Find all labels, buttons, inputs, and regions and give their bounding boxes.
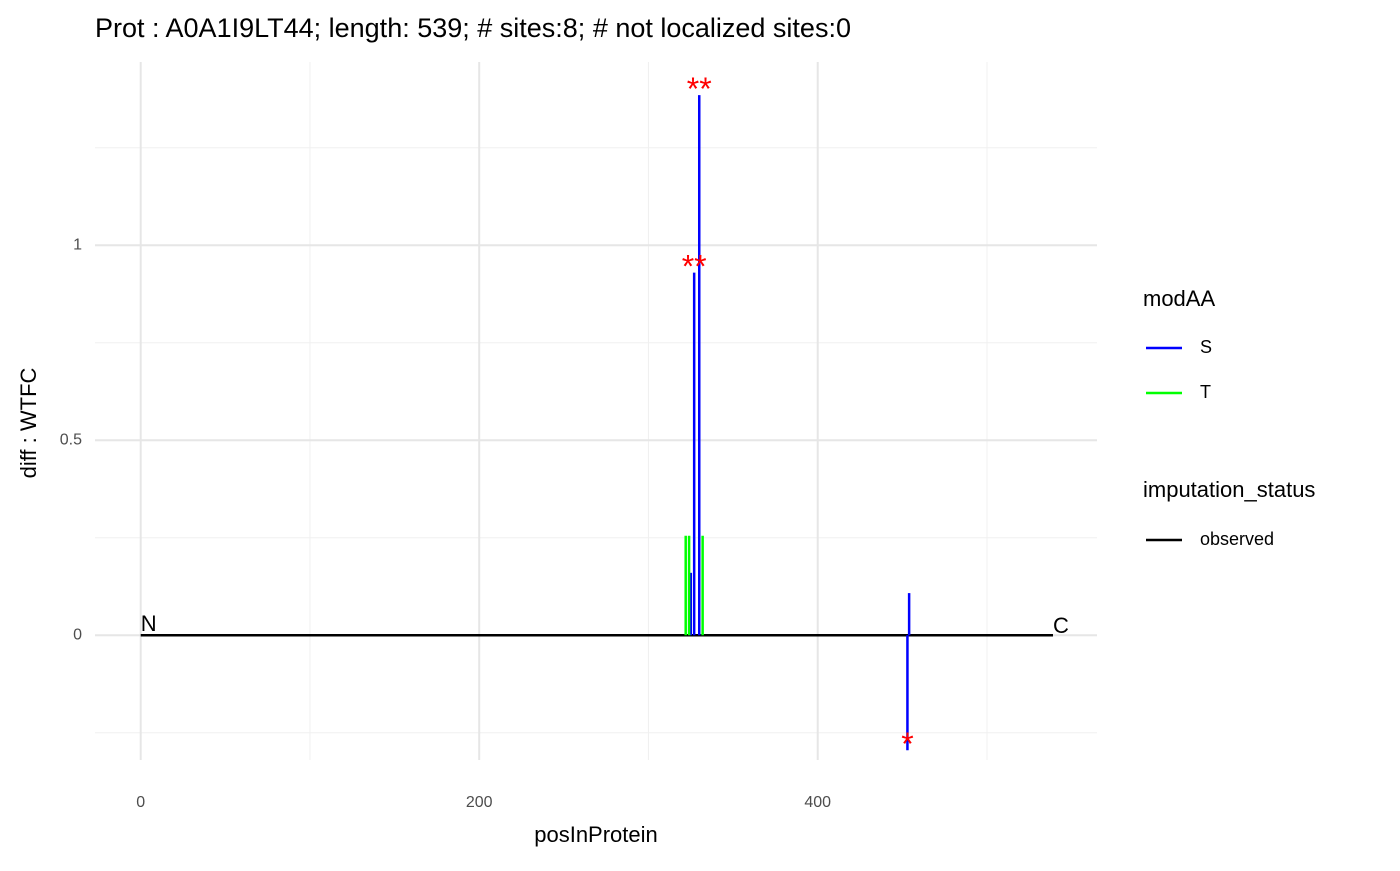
x-tick-label: 200 — [466, 794, 493, 811]
y-tick-label: 0 — [73, 626, 82, 643]
y-tick-label: 0.5 — [60, 431, 82, 448]
legend-label: S — [1200, 337, 1212, 357]
legend-title: modAA — [1143, 286, 1215, 311]
significance-label: ** — [682, 248, 707, 284]
x-tick-label: 0 — [136, 794, 145, 811]
c-terminus-label: C — [1053, 613, 1069, 638]
x-tick-label: 400 — [804, 794, 831, 811]
y-axis-label: diff : WTFC — [16, 367, 41, 478]
x-axis-label: posInProtein — [534, 822, 658, 847]
legend-title: imputation_status — [1143, 477, 1315, 502]
legend-label: observed — [1200, 529, 1274, 549]
y-tick-label: 1 — [73, 236, 82, 253]
significance-label: ** — [687, 71, 712, 107]
n-terminus-label: N — [141, 611, 157, 636]
legend-label: T — [1200, 382, 1211, 402]
significance-label: * — [901, 726, 913, 762]
chart-title: Prot : A0A1I9LT44; length: 539; # sites:… — [95, 13, 851, 43]
